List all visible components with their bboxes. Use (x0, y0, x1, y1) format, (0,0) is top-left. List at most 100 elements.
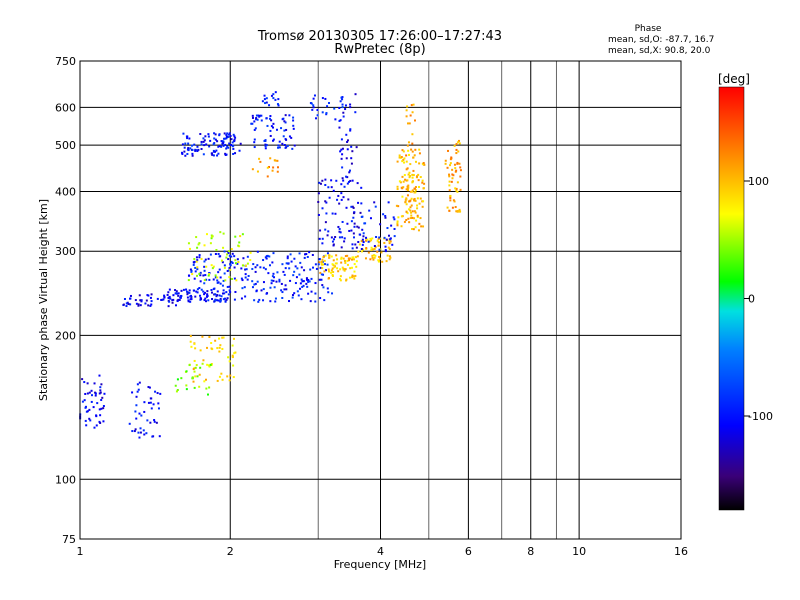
data-point (98, 392, 101, 395)
data-point (345, 206, 348, 209)
data-point (227, 258, 230, 261)
data-point (357, 240, 360, 243)
data-point (214, 299, 217, 302)
y-tick-label: 300 (55, 245, 76, 258)
data-point (195, 364, 198, 367)
data-point (222, 140, 225, 143)
data-point (302, 284, 305, 287)
data-point (310, 277, 313, 280)
data-point (377, 259, 380, 262)
data-point (149, 421, 152, 424)
data-point (233, 277, 236, 280)
data-point (305, 277, 308, 280)
data-point (409, 114, 412, 117)
data-point (309, 300, 312, 303)
data-point (204, 297, 207, 300)
data-point (323, 299, 326, 302)
data-point (259, 160, 262, 163)
data-point (274, 300, 277, 303)
data-point (283, 288, 286, 291)
data-point (319, 297, 322, 300)
data-point (378, 236, 381, 239)
data-point (459, 169, 462, 172)
data-point (453, 163, 456, 166)
data-point (298, 273, 301, 276)
data-point (99, 414, 102, 417)
data-point (196, 150, 199, 153)
data-point (418, 185, 421, 188)
data-point (264, 256, 267, 259)
y-tick-labels: 75 100 200 300 400 500 600 750 (55, 55, 76, 546)
data-point (336, 258, 339, 261)
data-point (352, 236, 355, 239)
data-point (331, 292, 334, 295)
y-tick-label: 200 (55, 329, 76, 342)
data-point (327, 102, 330, 105)
data-point (135, 302, 138, 305)
data-point (280, 127, 283, 130)
data-point (450, 156, 453, 159)
data-point (444, 159, 447, 162)
data-point (303, 269, 306, 272)
data-point (174, 384, 177, 387)
data-point (364, 257, 367, 260)
data-point (266, 175, 269, 178)
data-point (342, 111, 345, 114)
data-point (277, 146, 280, 149)
data-point (387, 234, 390, 237)
data-point (195, 274, 198, 277)
data-point (272, 93, 275, 96)
data-point (455, 187, 458, 190)
data-point (420, 225, 423, 228)
data-point (202, 153, 205, 156)
data-point (195, 149, 198, 152)
data-point (401, 195, 404, 198)
data-point (276, 166, 279, 169)
data-point (233, 135, 236, 138)
data-point (140, 299, 143, 302)
data-point (303, 256, 306, 259)
data-point (413, 187, 416, 190)
data-point (98, 374, 101, 377)
data-point (347, 180, 350, 183)
data-point (194, 149, 197, 152)
data-point (411, 180, 414, 183)
data-point (318, 278, 321, 281)
data-point (302, 280, 305, 283)
data-point (83, 381, 86, 384)
data-point (218, 294, 221, 297)
data-point (299, 282, 302, 285)
data-point (411, 176, 414, 179)
data-point (411, 111, 414, 114)
data-point (268, 264, 271, 267)
data-point (200, 298, 203, 301)
data-point (305, 253, 308, 256)
data-point (213, 132, 216, 135)
data-point (293, 270, 296, 273)
data-point (405, 160, 408, 163)
data-point (324, 200, 327, 203)
data-point (351, 243, 354, 246)
data-point (258, 115, 261, 118)
data-point (270, 279, 273, 282)
data-point (219, 299, 222, 302)
data-point (210, 362, 213, 365)
data-point (349, 128, 352, 131)
data-point (405, 219, 408, 222)
data-point (323, 259, 326, 262)
data-point (323, 270, 326, 273)
data-point (136, 383, 139, 386)
data-point (278, 140, 281, 143)
data-point (344, 261, 347, 264)
data-point (341, 153, 344, 156)
data-point (217, 145, 220, 148)
data-point (408, 176, 411, 179)
data-point (354, 256, 357, 259)
data-point (270, 282, 273, 285)
data-point (307, 292, 310, 295)
data-point (208, 386, 211, 389)
data-point (277, 144, 280, 147)
data-point (396, 185, 399, 188)
data-point (253, 283, 256, 286)
data-point (233, 298, 236, 301)
